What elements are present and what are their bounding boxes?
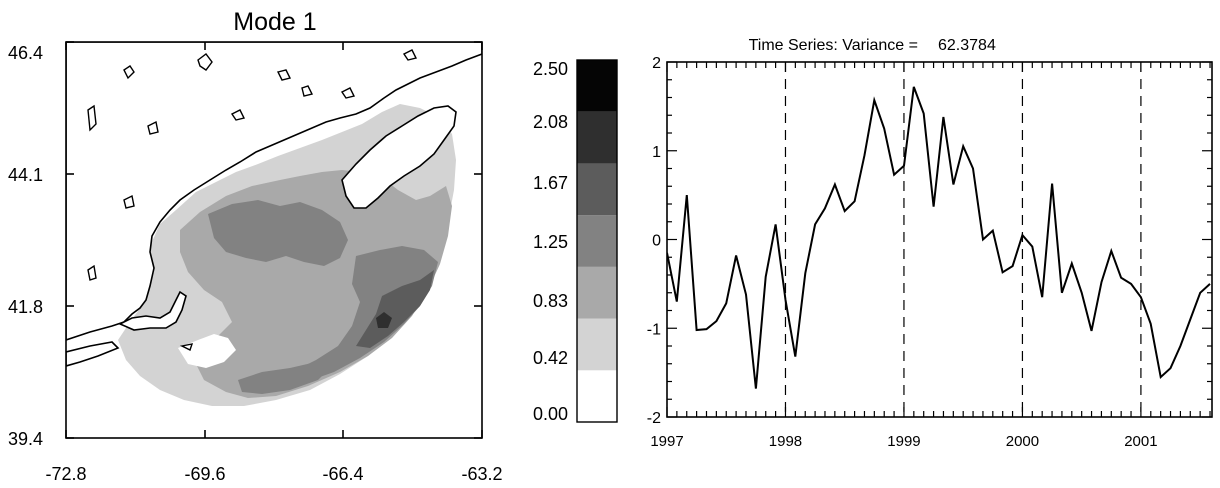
island <box>123 194 135 209</box>
map-x-tick-label: -66.4 <box>322 464 363 484</box>
shade-level-4 <box>356 270 434 348</box>
island <box>301 85 314 97</box>
shade-level-3-east <box>282 246 438 386</box>
map-x-tick-label: -63.2 <box>461 464 502 484</box>
shade-level-5 <box>376 312 392 328</box>
map-y-tick-label: 41.8 <box>8 297 43 317</box>
land-mass <box>66 42 482 341</box>
colorbar-tick-label: 1.67 <box>533 173 568 193</box>
x-tick-label: 2000 <box>1006 433 1039 450</box>
island <box>147 120 159 135</box>
island <box>123 65 135 80</box>
colorbar-swatch <box>577 266 617 319</box>
y-tick-label: 0 <box>652 233 661 250</box>
southern-coast <box>66 341 120 367</box>
colorbar-tick-label: 1.25 <box>533 232 568 252</box>
map-ticks <box>65 41 483 439</box>
timeseries-frame <box>666 61 1213 418</box>
colorbar-tick-label: 2.50 <box>533 59 568 79</box>
colorbar-tick-label: 0.00 <box>533 404 568 424</box>
island <box>276 69 292 81</box>
variance-value: 62.3784 <box>938 37 996 54</box>
x-tick-label: 1997 <box>650 433 683 450</box>
cape-cod <box>118 290 187 331</box>
island <box>87 264 97 281</box>
island <box>197 53 213 71</box>
map-x-tick-label: -72.8 <box>45 464 86 484</box>
map-y-tick-label: 46.4 <box>8 43 43 63</box>
x-tick-label: 1999 <box>887 433 920 450</box>
island <box>230 109 246 121</box>
y-tick-label: -1 <box>647 321 661 338</box>
shade-level-3-south <box>238 362 330 394</box>
colorbar-swatch <box>577 111 617 164</box>
timeseries-plot: 2 1 0 -1 -2 1997 1998 1999 2000 2001 <box>647 55 1213 450</box>
colorbar-swatch <box>577 215 617 267</box>
colorbar-swatch <box>577 318 617 371</box>
island <box>87 104 97 132</box>
map-x-tick-label: -69.6 <box>184 464 225 484</box>
colorbar-swatch <box>577 370 617 422</box>
shade-level-0 <box>178 334 236 368</box>
colorbar-frame <box>576 59 618 423</box>
island <box>340 87 356 99</box>
x-tick-label: 1998 <box>769 433 802 450</box>
map-panel: Mode 1 <box>8 8 503 484</box>
x-tick-label: 2001 <box>1124 433 1157 450</box>
colorbar-tick-label: 0.42 <box>533 348 568 368</box>
timeseries-panel: Time Series: Variance = 62.3784 2 1 0 -1 -2 1… <box>647 37 1213 450</box>
colorbar-swatch <box>577 60 617 112</box>
map-y-tick-label: 39.4 <box>8 429 43 449</box>
shade-level-3-north <box>208 200 348 266</box>
y-tick-label: -2 <box>647 410 661 427</box>
colorbar-tick-label: 0.83 <box>533 291 568 311</box>
island <box>179 343 194 351</box>
map-y-tick-label: 44.1 <box>8 165 43 185</box>
nova-scotia <box>341 105 457 209</box>
y-tick-label: 2 <box>652 55 661 72</box>
series-line <box>667 86 1211 389</box>
map-frame <box>65 41 483 439</box>
colorbar-tick-label: 2.08 <box>533 112 568 132</box>
map-title: Mode 1 <box>233 8 316 36</box>
mode-shading <box>66 42 482 406</box>
timeseries-title: Time Series: Variance = <box>749 37 918 54</box>
colorbar: 2.50 2.08 1.67 1.25 0.83 0.42 0.00 <box>533 59 618 424</box>
y-tick-label: 1 <box>652 144 661 161</box>
island <box>402 49 418 61</box>
colorbar-swatch <box>577 163 617 216</box>
